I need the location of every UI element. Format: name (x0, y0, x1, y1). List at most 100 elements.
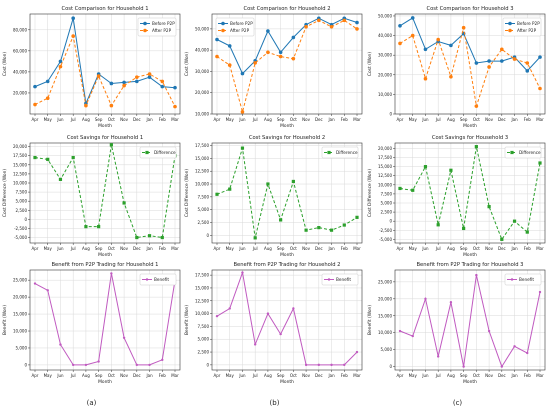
data-point (342, 18, 347, 23)
chart-title: Benefit from P2P Trading for Household 3 (417, 262, 524, 268)
y-tick-label: 10,000 (195, 311, 209, 316)
legend: Benefit (139, 273, 177, 286)
y-tick-label: 10,000 (13, 329, 27, 334)
data-point (109, 143, 113, 147)
data-point (343, 363, 346, 367)
data-point (71, 16, 75, 21)
x-tick-label: Dec (133, 117, 141, 122)
x-tick-label: Aug (447, 373, 455, 378)
x-tick-label: Oct (108, 117, 115, 122)
legend-marker (508, 28, 512, 33)
x-tick-label: Oct (290, 117, 297, 122)
data-point (59, 343, 62, 346)
data-point (33, 282, 37, 285)
data-point (500, 365, 504, 368)
y-tick-label: 15,000 (195, 156, 209, 161)
x-tick-label: Aug (264, 373, 272, 378)
x-axis-label: Month (463, 123, 477, 129)
x-axis-label: Month (98, 379, 112, 385)
legend-box (139, 273, 177, 286)
data-point (526, 351, 529, 355)
legend-box (502, 17, 542, 37)
legend-marker (327, 278, 331, 281)
y-tick-label: 0 (206, 233, 209, 238)
data-point (355, 20, 359, 25)
x-tick-label: Nov (485, 246, 493, 251)
y-tick-label: 20,000 (378, 146, 392, 151)
data-point (228, 307, 231, 310)
chart-benefit-h2: Benefit from P2P Trading for Household 2… (184, 262, 363, 385)
data-point (148, 363, 151, 367)
data-point (487, 65, 491, 69)
data-point (500, 47, 504, 52)
x-tick-label: Feb (341, 246, 349, 251)
y-tick-label: 50,000 (378, 13, 392, 18)
series-line (216, 270, 358, 366)
series-line (34, 273, 176, 366)
x-tick-label: Nov (302, 373, 310, 378)
y-tick-label: -5,000 (379, 237, 392, 242)
x-tick-label: Sep (95, 117, 103, 122)
legend-label: Benefit (336, 277, 351, 282)
data-point (215, 54, 219, 59)
legend-label: Before P2P (152, 21, 175, 26)
data-point (173, 104, 177, 109)
x-tick-label: Nov (120, 373, 128, 378)
x-tick-label: Oct (473, 373, 480, 378)
x-tick-label: Jan (510, 373, 518, 378)
data-point (474, 61, 479, 65)
data-point (461, 25, 466, 30)
data-point (147, 72, 152, 76)
x-tick-label: Oct (108, 373, 115, 378)
panel-label-b: (b) (269, 399, 280, 407)
x-tick-label: Jul (435, 373, 441, 378)
data-point (449, 168, 453, 172)
data-point (411, 188, 415, 192)
x-tick-label: Apr (397, 246, 404, 251)
y-tick-label: 7,500 (16, 190, 28, 195)
x-tick-label: Jan (327, 117, 335, 122)
x-tick-label: Feb (159, 117, 167, 122)
data-point (215, 314, 219, 318)
data-point (215, 37, 219, 42)
legend-marker (221, 21, 225, 26)
y-axis-label: Cost Difference (Won) (2, 169, 8, 217)
x-tick-label: Sep (460, 373, 468, 378)
series-line (34, 18, 176, 106)
data-point (109, 81, 114, 86)
y-tick-label: 7,500 (198, 194, 210, 199)
x-tick-label: Jun (238, 246, 246, 251)
y-tick-label: 2,500 (16, 208, 28, 213)
x-tick-label: Nov (120, 117, 128, 122)
x-tick-label: Nov (485, 373, 493, 378)
x-tick-label: May (226, 117, 235, 122)
data-point (240, 71, 245, 76)
data-point (46, 157, 50, 161)
data-point (500, 237, 504, 241)
data-point (253, 343, 257, 346)
data-point (147, 234, 152, 238)
y-tick-label: 12,500 (195, 298, 209, 303)
y-tick-label: 30,000 (378, 53, 392, 58)
data-point (474, 104, 479, 108)
x-tick-label: Apr (32, 246, 39, 251)
legend-box (139, 146, 177, 159)
y-tick-label: 15,000 (378, 313, 392, 318)
data-point (474, 145, 478, 149)
data-point (475, 273, 478, 277)
data-point (122, 80, 126, 85)
data-point (227, 44, 232, 48)
data-point (240, 146, 245, 150)
y-tick-label: 25,000 (13, 278, 27, 283)
data-point (97, 360, 100, 363)
chart-savings-h1: Cost Savings for Household 1 -5,000 -2,500… (2, 135, 181, 258)
data-point (487, 329, 491, 333)
series-line (399, 146, 541, 241)
chart-cost-h2: Cost Comparison for Household 2 10,000 20,… (184, 6, 363, 129)
legend: Benefit (504, 273, 542, 286)
x-tick-label: Jul (435, 246, 441, 251)
data-point (317, 226, 321, 230)
x-tick-label: Apr (397, 117, 404, 122)
data-point (71, 155, 75, 160)
